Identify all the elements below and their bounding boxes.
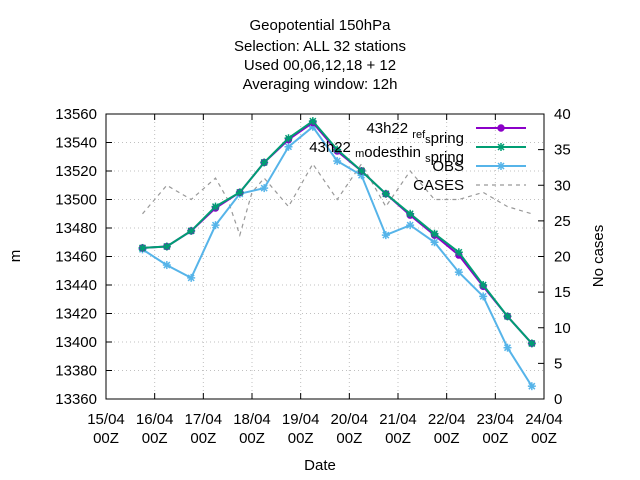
- series-1-point: [235, 188, 244, 197]
- x-tick-label-hour: 00Z: [142, 430, 168, 447]
- y-tick-label: 13520: [55, 163, 97, 180]
- series-1-point: [430, 229, 439, 238]
- series-1-point: [211, 202, 220, 211]
- y-tick-label: 13440: [55, 277, 97, 294]
- y2-tick-label: 30: [554, 177, 571, 194]
- series-1-point: [381, 189, 390, 198]
- x-tick-label-date: 16/04: [136, 411, 174, 428]
- y2-tick-label: 35: [554, 142, 571, 159]
- y2-tick-label: 10: [554, 320, 571, 337]
- legend-marker-2: [497, 162, 505, 170]
- x-tick-label-date: 17/04: [185, 411, 223, 428]
- y-tick-label: 13420: [55, 306, 97, 323]
- y2-tick-label: 5: [554, 355, 562, 372]
- series-layer: [138, 117, 536, 391]
- y-tick-label: 13500: [55, 192, 97, 209]
- x-tick-label-date: 19/04: [282, 411, 320, 428]
- series-1-point: [138, 243, 147, 252]
- y-tick-label: 13460: [55, 249, 97, 266]
- y2-tick-label: 0: [554, 391, 562, 408]
- series-2-point: [527, 382, 536, 391]
- y2-tick-label: 20: [554, 249, 571, 266]
- series-2-point: [162, 261, 171, 270]
- legend-marker-1: [497, 143, 505, 151]
- legend-label-1: 43h22 modesthin spring: [309, 139, 464, 166]
- series-2-point: [260, 184, 269, 193]
- x-tick-label-hour: 00Z: [336, 430, 362, 447]
- y2-axis-label: No cases: [590, 225, 607, 288]
- series-1-point: [454, 248, 463, 257]
- series-2-point: [406, 221, 415, 230]
- y-tick-label: 13380: [55, 363, 97, 380]
- series-2-point: [284, 142, 293, 151]
- series-2-point: [333, 157, 342, 166]
- series-1-point: [162, 242, 171, 251]
- series-1-point: [333, 145, 342, 154]
- chart-title-line-4: Averaging window: 12h: [242, 76, 398, 93]
- series-1-point: [406, 209, 415, 218]
- legend-label-2: OBS: [432, 158, 464, 175]
- x-tick-label-date: 23/04: [477, 411, 515, 428]
- y-tick-label: 13540: [55, 135, 97, 152]
- series-1-point: [284, 134, 293, 143]
- x-tick-label-date: 21/04: [379, 411, 417, 428]
- x-tick-label-hour: 00Z: [385, 430, 411, 447]
- x-tick-label-hour: 00Z: [190, 430, 216, 447]
- x-axis-label: Date: [304, 457, 336, 474]
- y-tick-label: 13560: [55, 106, 97, 123]
- series-2-point: [503, 343, 512, 352]
- x-tick-label-date: 15/04: [87, 411, 125, 428]
- chart-title-line-2: Selection: ALL 32 stations: [233, 38, 407, 55]
- series-2-point: [454, 268, 463, 277]
- series-1-point: [260, 158, 269, 167]
- legend-marker-0: [497, 124, 505, 132]
- series-line-3: [142, 162, 532, 238]
- series-2-point: [187, 273, 196, 282]
- y2-tick-label: 15: [554, 284, 571, 301]
- series-2-point: [381, 231, 390, 240]
- series-line-2: [141, 125, 533, 387]
- axis-layer: 15/04 00Z 16/04 00Z 17/04 00Z 18/04 00Z 19/04 00Z…: [55, 106, 570, 447]
- x-tick-label-hour: 00Z: [288, 430, 314, 447]
- legend-label-3: CASES: [413, 177, 464, 194]
- y2-tick-label: 25: [554, 213, 571, 230]
- x-tick-label-date: 18/04: [233, 411, 271, 428]
- series-1-point: [187, 226, 196, 235]
- y-tick-label: 13480: [55, 220, 97, 237]
- x-tick-label-hour: 00Z: [93, 430, 119, 447]
- y2-tick-label: 40: [554, 106, 571, 123]
- series-2-point: [479, 292, 488, 301]
- x-tick-label-date: 20/04: [331, 411, 369, 428]
- series-2-point: [430, 238, 439, 247]
- x-tick-label-date: 22/04: [428, 411, 466, 428]
- x-tick-label-date: 24/04: [525, 411, 563, 428]
- series-1-point: [527, 339, 536, 348]
- chart-title-line-3: Used 00,06,12,18 + 12: [243, 57, 397, 74]
- legend-label-0: 43h22 refspring: [366, 120, 464, 147]
- x-tick-label-hour: 00Z: [434, 430, 460, 447]
- grid-layer: [106, 114, 544, 399]
- x-tick-label-hour: 00Z: [482, 430, 508, 447]
- x-tick-label-hour: 00Z: [239, 430, 265, 447]
- series-1-point: [503, 312, 512, 321]
- y-tick-label: 13400: [55, 334, 97, 351]
- y-axis-label: m: [7, 250, 24, 263]
- x-tick-label-hour: 00Z: [531, 430, 557, 447]
- series-1-point: [479, 281, 488, 289]
- chart-title-line-1: Geopotential 150hPa: [249, 17, 391, 34]
- series-1-point: [357, 167, 366, 175]
- series-2-point: [211, 221, 220, 230]
- y-tick-label: 13360: [55, 391, 97, 408]
- series-1-point: [308, 117, 317, 126]
